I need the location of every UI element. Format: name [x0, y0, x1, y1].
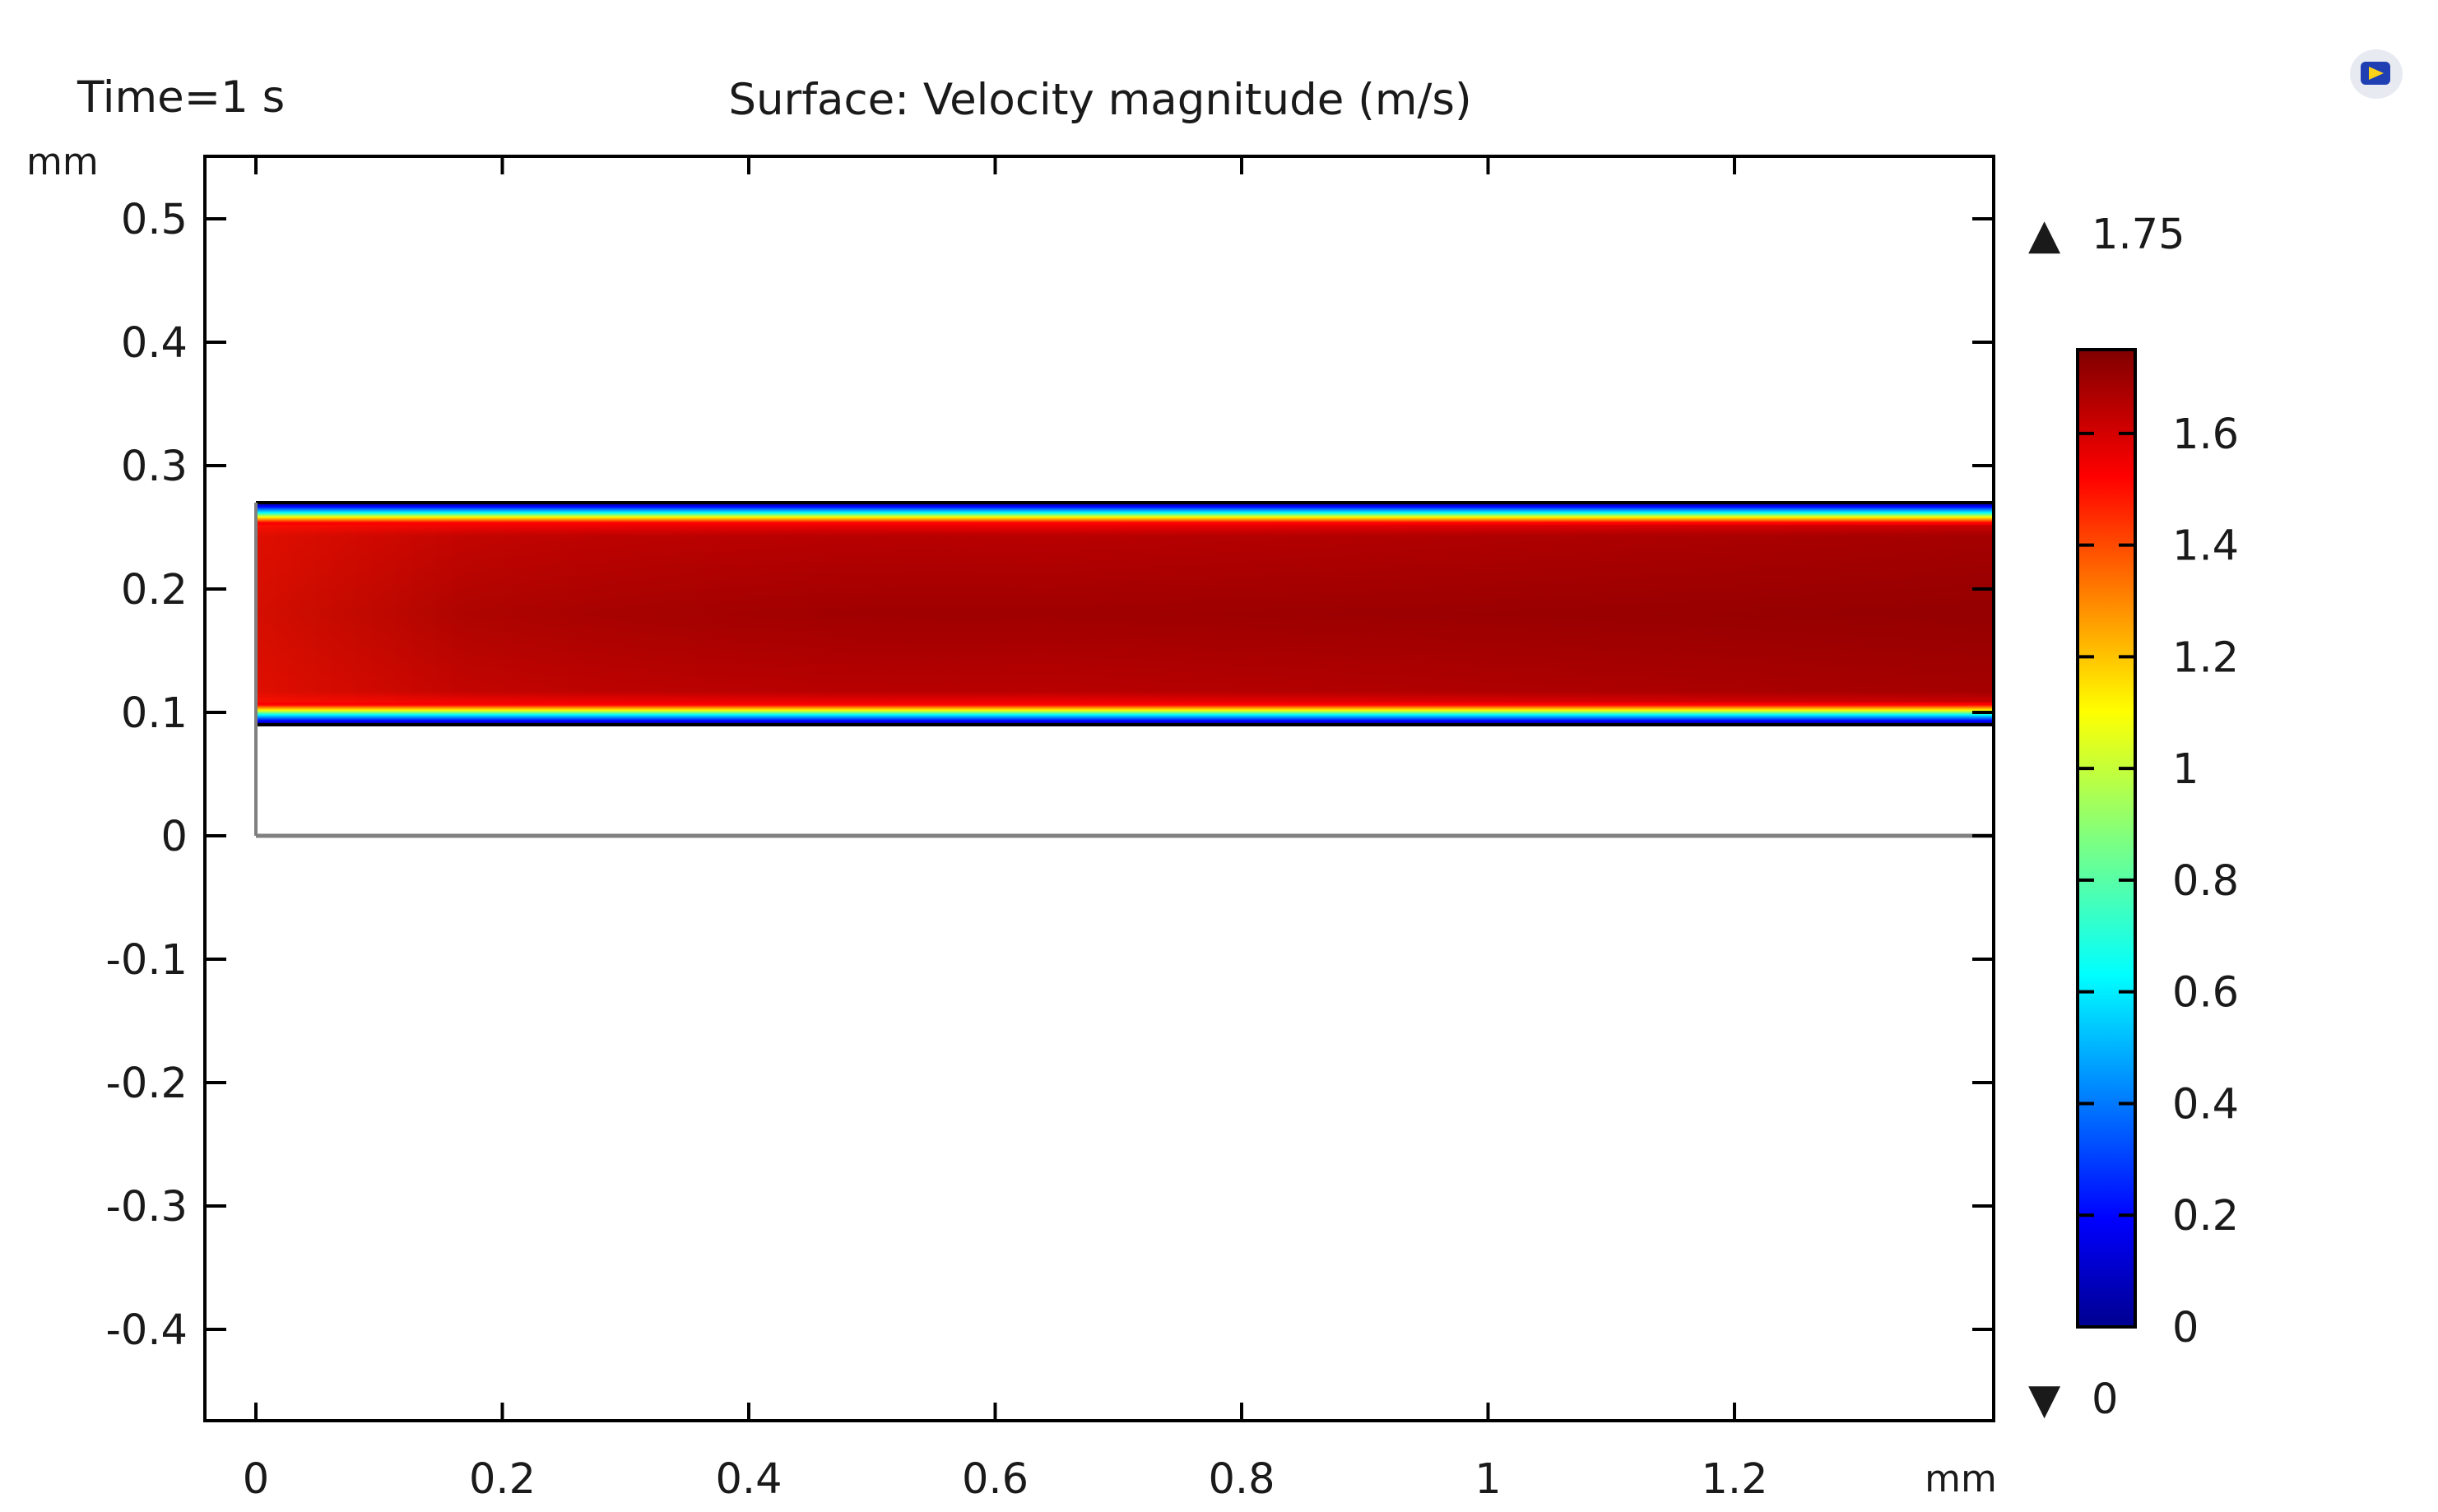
colorbar-tick-label: 1.4 [2172, 522, 2239, 571]
plot-frame-box [203, 155, 1995, 1422]
x-axis: 0 0.2 0.4 0.6 0.8 1 1.2 [243, 156, 1768, 1504]
comsol-logo-icon [2350, 49, 2403, 99]
y-axis-unit: mm [26, 140, 99, 183]
velocity-field [254, 501, 1994, 838]
plot-title: Surface: Velocity magnitude (m/s) [728, 75, 1471, 125]
colorbar-tick-label: 0.6 [2172, 969, 2239, 1018]
x-tick-label: 0.4 [715, 1455, 782, 1504]
colorbar-max-label: 1.75 [2092, 211, 2185, 259]
y-tick-label: 0.1 [121, 689, 188, 738]
y-tick-label: 0.5 [121, 196, 188, 244]
colorbar-tick-label: 1 [2172, 745, 2199, 794]
plot-frame [203, 155, 1995, 1422]
y-tick-label: 0.3 [121, 443, 188, 491]
colorbar-min-label: 0 [2092, 1375, 2118, 1424]
x-tick-label: 0 [243, 1455, 269, 1504]
entrance-development-shading [256, 525, 1994, 703]
x-tick-label: 0.8 [1208, 1455, 1275, 1504]
colorbar-tick-label: 1.6 [2172, 410, 2239, 459]
colorbar-tick-label: 0.4 [2172, 1080, 2239, 1129]
y-tick-label: 0.2 [121, 566, 188, 615]
x-tick-label: 1.2 [1701, 1455, 1767, 1504]
colorbar-tick-label: 0.2 [2172, 1192, 2239, 1241]
colorbar-max-marker: ▲ [2028, 211, 2061, 259]
colorbar-tick-label: 1.2 [2172, 633, 2239, 682]
x-axis-unit: mm [1925, 1457, 1997, 1500]
time-label: Time=1 s [77, 72, 285, 123]
colorbar-min-marker: ▼ [2028, 1375, 2061, 1424]
y-tick-label: -0.3 [105, 1183, 188, 1231]
colorbar-tick-label: 0 [2172, 1304, 2199, 1352]
x-tick-label: 0.2 [469, 1455, 536, 1504]
y-tick-label: -0.1 [105, 936, 188, 985]
y-tick-label: -0.2 [105, 1060, 188, 1108]
y-axis: 0.5 0.4 0.3 0.2 0.1 0 -0.1 -0.2 -0.3 -0.4 [105, 196, 1994, 1355]
colorbar-tick-label: 0.8 [2172, 857, 2239, 906]
colorbar-gradient [2076, 348, 2137, 1329]
colorbar: ▲ 1.75 1.6 1.4 1.2 1 0.8 0.6 0.4 0.2 0 ▼ 0 [2028, 211, 2239, 1424]
y-tick-label: 0 [161, 813, 188, 861]
y-tick-label: -0.4 [105, 1306, 188, 1355]
x-tick-label: 0.6 [962, 1455, 1029, 1504]
x-tick-label: 1 [1474, 1455, 1501, 1504]
y-tick-label: 0.4 [121, 319, 188, 368]
